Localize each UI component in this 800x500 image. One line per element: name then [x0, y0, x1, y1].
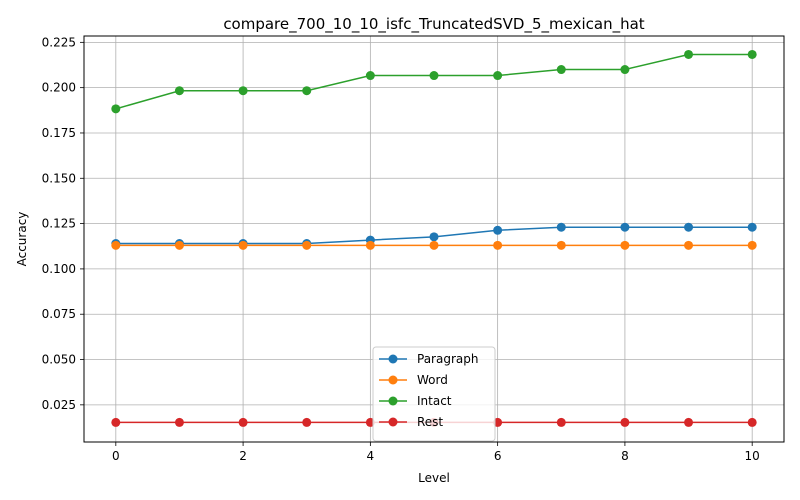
y-tick-label: 0.225: [42, 35, 76, 49]
data-point-word: [238, 240, 248, 250]
chart-title: compare_700_10_10_isfc_TruncatedSVD_5_me…: [223, 15, 644, 34]
legend-marker-rest: [388, 417, 398, 427]
data-point-word: [747, 240, 757, 250]
data-point-paragraph: [493, 225, 503, 235]
grid-lines: [84, 36, 784, 442]
data-point-intact: [493, 71, 503, 81]
data-point-word: [174, 240, 184, 250]
data-point-paragraph: [747, 222, 757, 232]
data-point-intact: [620, 65, 630, 75]
data-point-paragraph: [620, 222, 630, 232]
y-axis-label: Accuracy: [15, 212, 29, 267]
y-tick-label: 0.200: [42, 81, 76, 95]
data-point-word: [493, 240, 503, 250]
plot-frame: [83, 35, 785, 443]
data-point-word: [620, 240, 630, 250]
data-point-intact: [111, 104, 121, 114]
x-tick-label: 2: [239, 449, 247, 463]
data-point-word: [684, 240, 694, 250]
data-point-paragraph: [429, 232, 439, 242]
legend-marker-word: [388, 375, 398, 385]
data-point-word: [302, 240, 312, 250]
y-tick-label: 0.050: [42, 353, 76, 367]
series-layer: [111, 49, 757, 427]
data-point-word: [365, 240, 375, 250]
data-point-intact: [174, 86, 184, 96]
data-point-intact: [684, 49, 694, 59]
data-point-intact: [238, 86, 248, 96]
data-point-rest: [620, 417, 630, 427]
data-point-rest: [302, 417, 312, 427]
y-tick-label: 0.075: [42, 307, 76, 321]
data-point-word: [111, 240, 121, 250]
x-tick-label: 0: [112, 449, 120, 463]
data-point-intact: [365, 71, 375, 81]
y-tick-label: 0.100: [42, 262, 76, 276]
data-point-paragraph: [684, 222, 694, 232]
data-point-intact: [556, 65, 566, 75]
x-axis-label: Level: [418, 471, 450, 485]
legend-marker-intact: [388, 396, 398, 406]
data-point-paragraph: [556, 222, 566, 232]
data-point-intact: [429, 71, 439, 81]
x-tick-label: 4: [367, 449, 375, 463]
data-point-rest: [747, 417, 757, 427]
data-point-rest: [556, 417, 566, 427]
data-point-word: [429, 240, 439, 250]
legend-label-word: Word: [417, 373, 448, 387]
data-point-word: [556, 240, 566, 250]
data-point-rest: [238, 417, 248, 427]
x-tick-label: 10: [745, 449, 760, 463]
legend: Paragraph Word Intact Rest: [372, 346, 496, 442]
legend-label-paragraph: Paragraph: [417, 352, 478, 366]
y-tick-label: 0.175: [42, 126, 76, 140]
y-tick-label: 0.125: [42, 217, 76, 231]
x-tick-label: 8: [621, 449, 629, 463]
data-point-intact: [747, 49, 757, 59]
y-tick-label: 0.025: [42, 398, 76, 412]
legend-box: [372, 346, 496, 442]
legend-label-intact: Intact: [417, 394, 452, 408]
data-point-rest: [684, 417, 694, 427]
legend-label-rest: Rest: [417, 415, 443, 429]
x-tick-label: 6: [494, 449, 502, 463]
data-point-rest: [174, 417, 184, 427]
data-point-rest: [111, 417, 121, 427]
data-point-intact: [302, 86, 312, 96]
y-tick-label: 0.150: [42, 171, 76, 185]
legend-marker-paragraph: [388, 354, 398, 364]
axis-ticks: 0 2 4 6 8 10 0.025 0.050 0.075 0.100 0.125 0.150 0.1…: [42, 35, 760, 463]
